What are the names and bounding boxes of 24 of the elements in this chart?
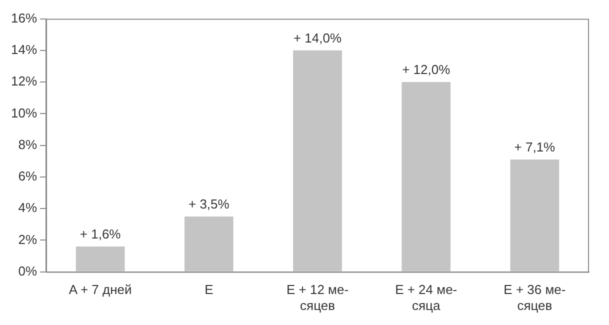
y-tick-label: 16%	[10, 10, 38, 26]
data-label: + 1,6%	[80, 226, 122, 242]
bar	[184, 216, 234, 272]
data-label: + 12,0%	[402, 62, 451, 78]
data-label: + 7,1%	[514, 140, 556, 155]
x-tick-label: E + 36 ме- сяцев	[504, 282, 566, 313]
y-tick-label: 0%	[18, 263, 38, 278]
y-tick-label: 2%	[18, 232, 38, 247]
y-tick-label: 4%	[18, 200, 38, 216]
bar	[402, 82, 451, 272]
y-tick-label: 8%	[18, 136, 38, 152]
data-label: + 3,5%	[188, 196, 230, 212]
bar	[293, 50, 342, 272]
y-tick-label: 14%	[10, 42, 38, 58]
bar	[510, 160, 560, 272]
y-tick-label: 6%	[18, 168, 38, 184]
x-tick-label: E + 24 ме- сяца	[395, 282, 458, 313]
y-tick-label: 10%	[10, 105, 38, 120]
data-label: + 14,0%	[293, 30, 342, 46]
x-tick-label: E	[204, 282, 214, 298]
bar	[76, 246, 125, 272]
x-tick-label: E + 12 ме- сяцев	[286, 282, 349, 313]
y-tick-label: 12%	[10, 74, 38, 89]
x-tick-label: A + 7 дней	[68, 282, 132, 298]
